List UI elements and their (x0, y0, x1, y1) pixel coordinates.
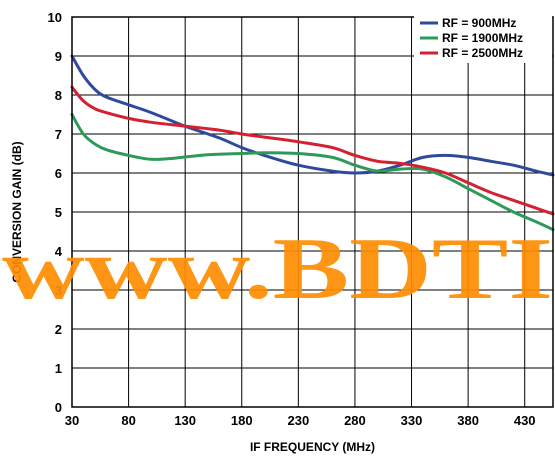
series-line-1 (70, 54, 555, 177)
x-tick-label: 280 (344, 413, 366, 428)
y-tick-label: 8 (55, 88, 62, 103)
y-tick-label: 0 (55, 400, 62, 415)
watermark-text: www.BDTI (2, 221, 553, 318)
y-tick-label: 1 (55, 361, 62, 376)
x-tick-label: 230 (288, 413, 310, 428)
y-tick-label: 4 (55, 244, 63, 259)
legend-label: RF = 900MHz (442, 16, 516, 30)
y-tick-labels: 0 1 2 3 4 5 6 7 8 9 10 (48, 10, 63, 415)
x-tick-label: 80 (121, 413, 135, 428)
series-line-2 (70, 113, 555, 232)
x-tick-label: 130 (174, 413, 196, 428)
y-tick-label: 6 (55, 166, 62, 181)
chart-series (70, 54, 555, 232)
legend-label: RF = 1900MHz (442, 31, 523, 45)
chart-grid (71, 16, 553, 408)
y-tick-label: 10 (48, 10, 62, 25)
x-tick-label: 30 (65, 413, 79, 428)
y-tick-label: 3 (55, 283, 62, 298)
x-tick-label: 330 (401, 413, 423, 428)
x-tick-label: 430 (514, 413, 536, 428)
series-line-3 (70, 85, 555, 216)
y-axis-label: CONVERSION GAIN (dB) (10, 141, 24, 282)
plot-frame (71, 16, 554, 408)
x-axis-label: IF FREQUENCY (MHz) (250, 440, 375, 454)
legend-label: RF = 2500MHz (442, 46, 523, 60)
y-tick-label: 9 (55, 49, 62, 64)
x-tick-label: 380 (457, 413, 479, 428)
x-tick-labels: 30 80 130 180 230 280 330 380 430 (65, 413, 536, 428)
y-tick-label: 7 (55, 127, 62, 142)
x-tick-label: 180 (231, 413, 253, 428)
y-tick-label: 5 (55, 205, 62, 220)
y-tick-label: 2 (55, 322, 62, 337)
